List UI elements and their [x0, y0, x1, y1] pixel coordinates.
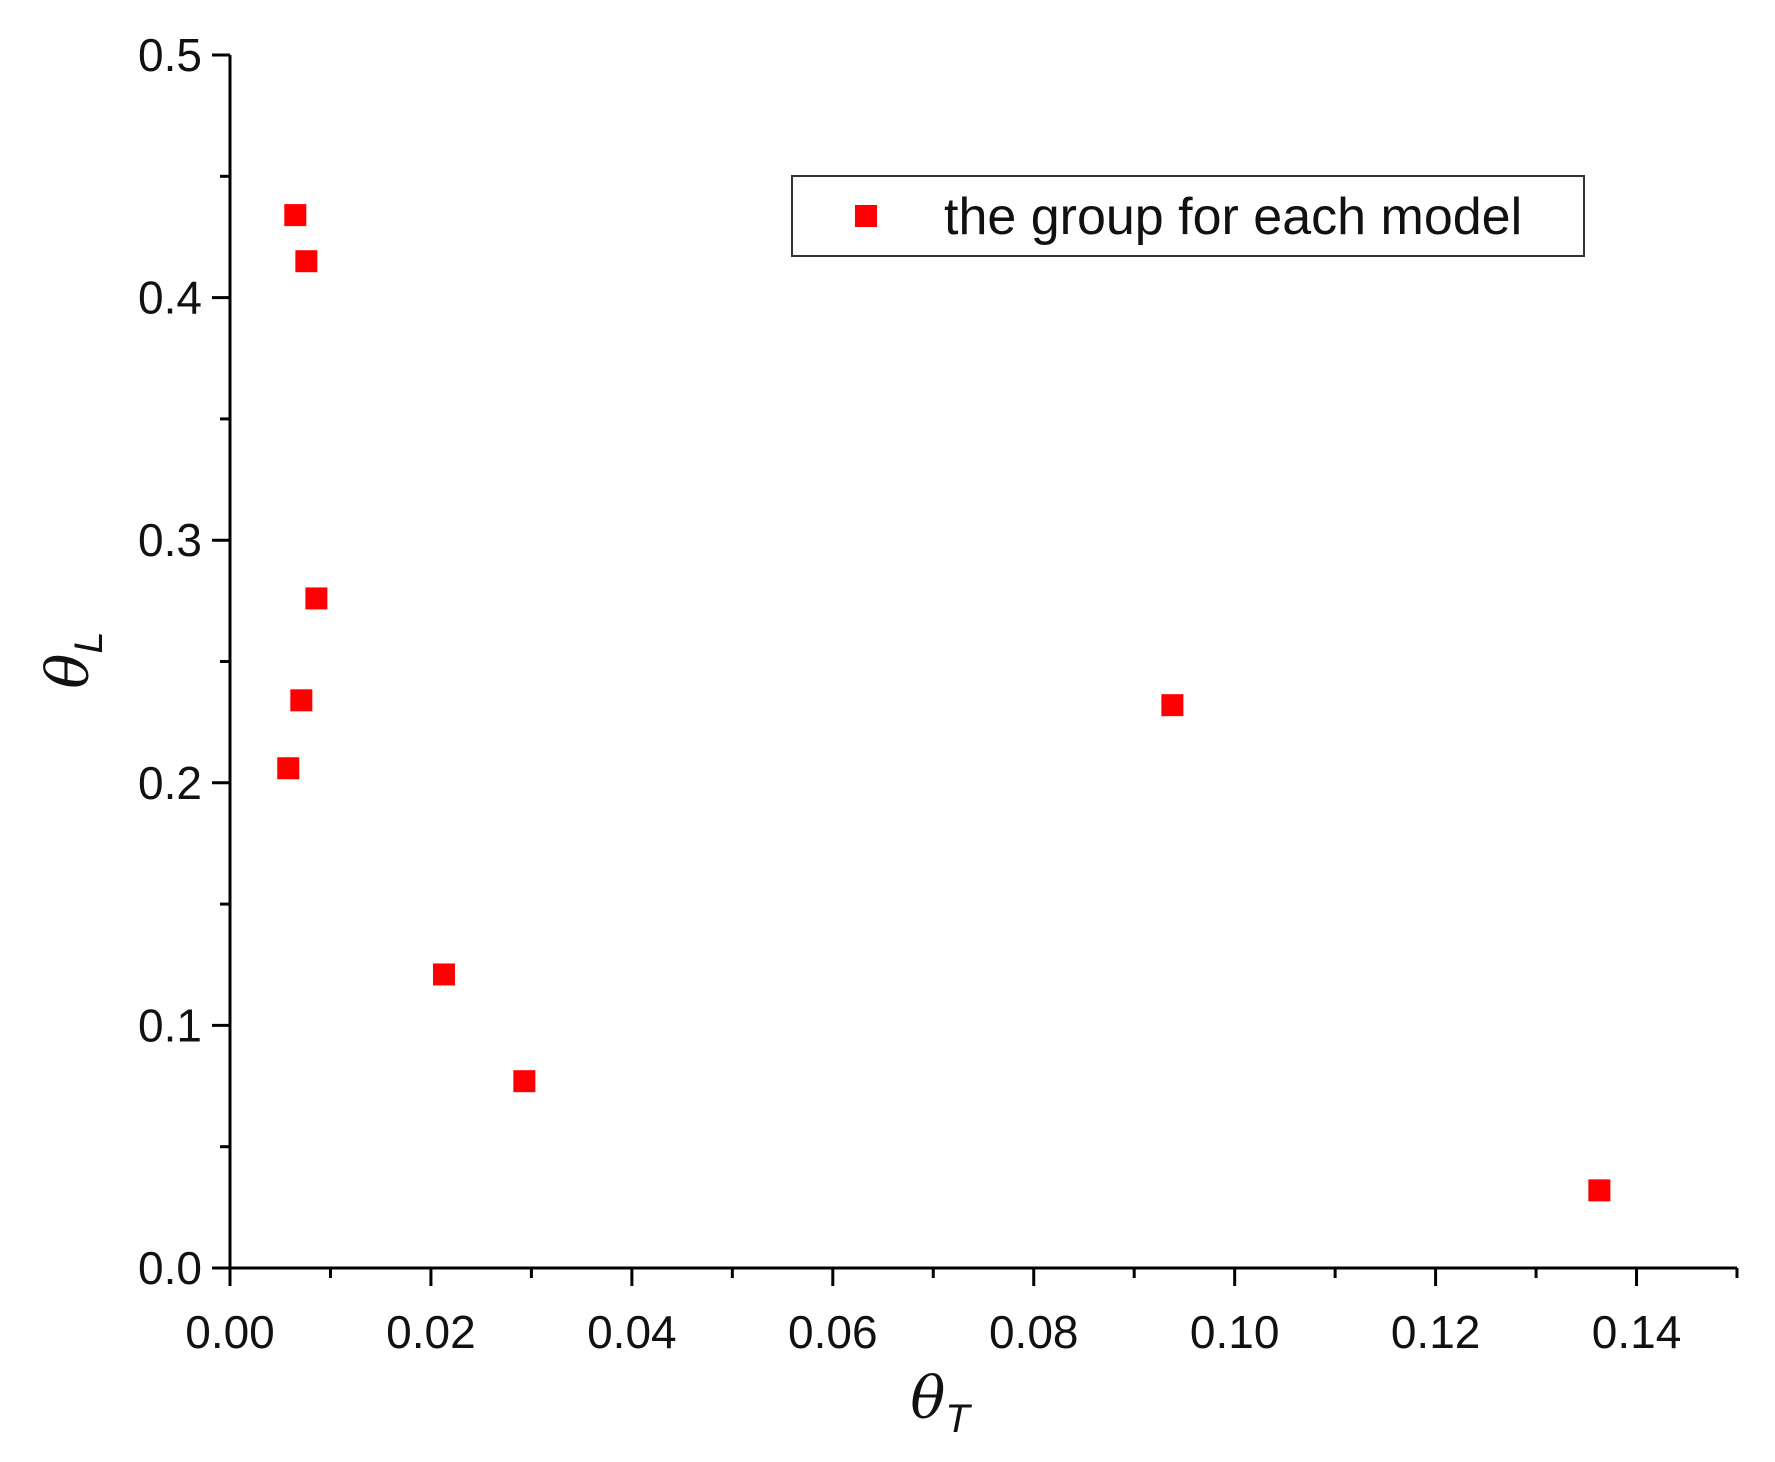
- y-tick-label: 0.4: [138, 272, 202, 324]
- legend-box: [791, 175, 1585, 257]
- data-point: [305, 587, 328, 610]
- x-tick-label: 0.08: [989, 1306, 1079, 1358]
- x-axis-symbol: θ: [910, 1364, 945, 1432]
- y-axis-subscript: L: [67, 631, 111, 653]
- x-tick-label: 0.02: [386, 1306, 476, 1358]
- y-tick-label: 0.5: [138, 29, 202, 81]
- x-tick-label: 0.06: [788, 1306, 878, 1358]
- x-axis-subscript: T: [945, 1397, 972, 1441]
- legend: the group for each model: [791, 175, 1585, 257]
- y-axis-ticks: 0.0 0.1 0.2 0.3 0.4 0.5: [138, 29, 230, 1294]
- data-point: [295, 250, 318, 273]
- data-points: [277, 204, 1611, 1202]
- x-axis-ticks: 0.00 0.02 0.04 0.06 0.08 0.10 0.12 0.14: [185, 1268, 1739, 1358]
- data-point: [513, 1070, 536, 1093]
- y-tick-label: 0.3: [138, 514, 202, 566]
- y-tick-label: 0.0: [138, 1242, 202, 1294]
- y-axis-symbol: θ: [34, 654, 102, 689]
- data-point: [290, 689, 313, 712]
- legend-label: the group for each model: [944, 188, 1522, 246]
- data-point: [277, 757, 300, 780]
- x-tick-label: 0.00: [185, 1306, 275, 1358]
- x-axis-title: θT: [910, 1364, 972, 1441]
- y-tick-label: 0.2: [138, 757, 202, 809]
- x-tick-label: 0.14: [1592, 1306, 1682, 1358]
- x-tick-label: 0.10: [1190, 1306, 1280, 1358]
- y-axis-title: θL: [34, 631, 111, 688]
- x-tick-label: 0.12: [1391, 1306, 1481, 1358]
- data-point: [432, 963, 455, 986]
- y-tick-label: 0.1: [138, 999, 202, 1051]
- x-tick-label: 0.04: [587, 1306, 677, 1358]
- data-point: [284, 204, 307, 227]
- data-point: [1161, 694, 1184, 717]
- legend-marker: [855, 205, 877, 227]
- data-point: [1588, 1179, 1611, 1202]
